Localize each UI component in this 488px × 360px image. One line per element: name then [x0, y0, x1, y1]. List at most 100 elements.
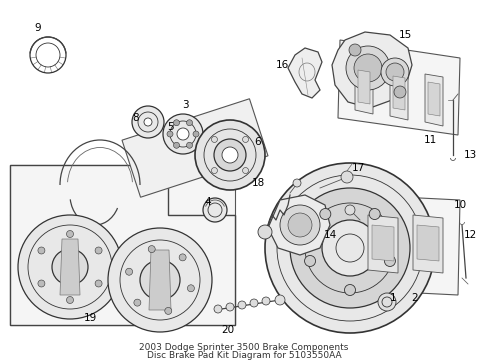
Circle shape	[280, 205, 319, 245]
Text: 6: 6	[254, 137, 261, 147]
Circle shape	[167, 131, 173, 137]
Circle shape	[125, 268, 132, 275]
Text: 11: 11	[423, 135, 436, 145]
Polygon shape	[60, 239, 80, 295]
Circle shape	[287, 213, 311, 237]
Polygon shape	[371, 225, 393, 261]
Circle shape	[108, 228, 212, 332]
Circle shape	[264, 163, 434, 333]
Text: 2: 2	[411, 293, 417, 303]
Text: 16: 16	[275, 60, 288, 70]
Circle shape	[186, 142, 192, 148]
Polygon shape	[287, 48, 321, 98]
Circle shape	[384, 256, 395, 266]
Circle shape	[164, 307, 171, 314]
Text: 8: 8	[132, 113, 139, 123]
Polygon shape	[10, 215, 235, 325]
Polygon shape	[10, 165, 235, 260]
Circle shape	[148, 246, 155, 253]
Circle shape	[143, 118, 152, 126]
Circle shape	[38, 280, 45, 287]
Polygon shape	[357, 70, 369, 104]
Polygon shape	[412, 215, 442, 273]
Circle shape	[321, 220, 377, 276]
Text: 3: 3	[182, 100, 188, 110]
Circle shape	[211, 136, 217, 143]
Circle shape	[385, 63, 403, 81]
Circle shape	[66, 297, 73, 303]
Text: 14: 14	[323, 230, 336, 240]
Circle shape	[225, 303, 234, 311]
Circle shape	[179, 254, 186, 261]
Circle shape	[353, 54, 381, 82]
Text: 13: 13	[463, 150, 476, 160]
Circle shape	[173, 142, 179, 148]
Text: 18: 18	[251, 178, 264, 188]
Circle shape	[38, 247, 45, 254]
Circle shape	[140, 260, 180, 300]
Circle shape	[66, 230, 73, 238]
Circle shape	[132, 106, 163, 138]
Text: 12: 12	[463, 230, 476, 240]
Text: 10: 10	[452, 200, 466, 210]
Circle shape	[274, 295, 285, 305]
Circle shape	[203, 198, 226, 222]
Text: 17: 17	[351, 163, 364, 173]
Circle shape	[380, 58, 408, 86]
Circle shape	[377, 293, 395, 311]
Circle shape	[348, 44, 360, 56]
Circle shape	[258, 225, 271, 239]
Circle shape	[211, 167, 217, 174]
Circle shape	[249, 299, 258, 307]
Circle shape	[177, 128, 189, 140]
Circle shape	[18, 215, 122, 319]
Text: 19: 19	[83, 313, 97, 323]
Circle shape	[186, 120, 192, 126]
Polygon shape	[424, 74, 442, 126]
Circle shape	[368, 208, 379, 220]
Circle shape	[214, 139, 245, 171]
Polygon shape	[389, 68, 407, 120]
Polygon shape	[392, 76, 404, 110]
Polygon shape	[357, 195, 459, 295]
Text: 20: 20	[221, 325, 234, 335]
Circle shape	[95, 280, 102, 287]
Polygon shape	[10, 165, 235, 325]
Circle shape	[163, 114, 203, 154]
Circle shape	[262, 297, 269, 305]
Text: 4: 4	[204, 197, 211, 207]
Circle shape	[214, 305, 222, 313]
Circle shape	[242, 136, 248, 143]
Circle shape	[319, 208, 330, 220]
Text: 1: 1	[389, 293, 395, 303]
Polygon shape	[149, 250, 171, 310]
Circle shape	[345, 205, 354, 215]
Polygon shape	[354, 62, 372, 114]
Text: Disc Brake Pad Kit Diagram for 5103550AA: Disc Brake Pad Kit Diagram for 5103550AA	[146, 351, 341, 360]
Circle shape	[187, 285, 194, 292]
Circle shape	[304, 256, 315, 266]
Circle shape	[222, 147, 238, 163]
Circle shape	[289, 188, 409, 308]
Polygon shape	[367, 215, 397, 273]
Circle shape	[340, 171, 352, 183]
Polygon shape	[122, 99, 267, 197]
Circle shape	[393, 86, 405, 98]
Text: 5: 5	[166, 122, 173, 132]
Polygon shape	[427, 82, 439, 116]
Circle shape	[242, 167, 248, 174]
Circle shape	[52, 249, 88, 285]
Circle shape	[292, 179, 301, 187]
Circle shape	[238, 301, 245, 309]
Circle shape	[344, 284, 355, 296]
Polygon shape	[416, 225, 438, 261]
Polygon shape	[267, 195, 329, 255]
Polygon shape	[337, 40, 459, 135]
Circle shape	[346, 46, 389, 90]
Text: 15: 15	[398, 30, 411, 40]
Text: 9: 9	[35, 23, 41, 33]
Text: 2003 Dodge Sprinter 3500 Brake Components: 2003 Dodge Sprinter 3500 Brake Component…	[139, 343, 348, 352]
Circle shape	[134, 299, 141, 306]
Circle shape	[193, 131, 199, 137]
Circle shape	[95, 247, 102, 254]
